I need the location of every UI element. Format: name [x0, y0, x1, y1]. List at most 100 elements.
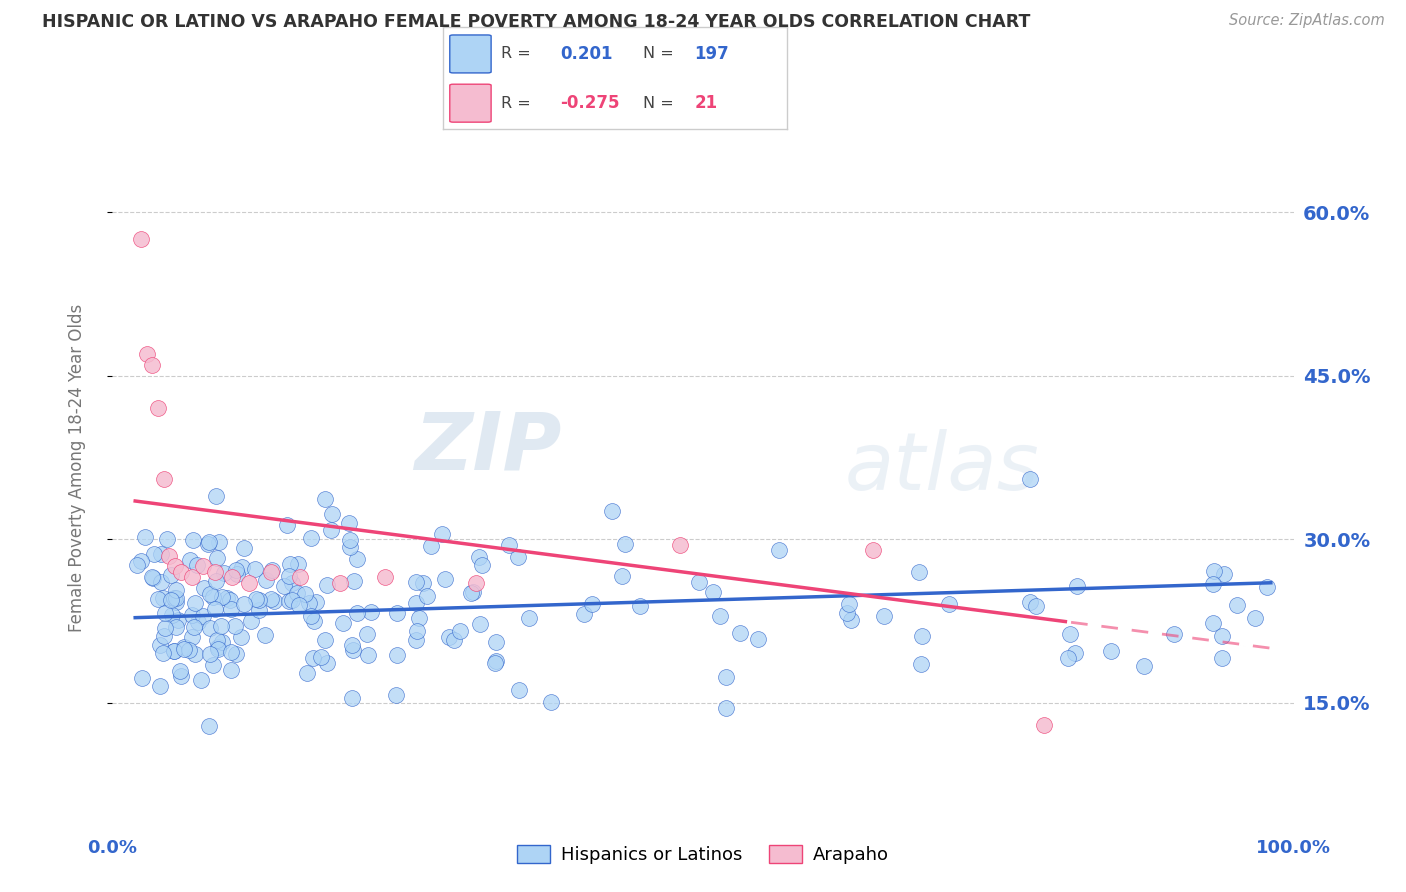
Point: [193, 581, 215, 595]
Point: [201, 657, 224, 672]
Point: [343, 574, 366, 588]
Point: [288, 570, 311, 584]
Text: Source: ZipAtlas.com: Source: ZipAtlas.com: [1229, 13, 1385, 29]
Point: [263, 594, 285, 608]
Point: [1163, 626, 1185, 640]
Point: [835, 606, 858, 620]
Point: [179, 553, 201, 567]
Y-axis label: Female Poverty Among 18-24 Year Olds: Female Poverty Among 18-24 Year Olds: [67, 304, 86, 632]
Point: [907, 565, 929, 579]
Point: [159, 593, 181, 607]
Point: [187, 615, 209, 629]
Point: [135, 347, 157, 361]
Point: [197, 537, 219, 551]
Point: [131, 554, 153, 568]
Point: [254, 573, 277, 587]
Point: [177, 643, 200, 657]
Point: [207, 640, 229, 654]
Point: [225, 563, 247, 577]
Point: [433, 573, 456, 587]
Point: [198, 587, 221, 601]
Text: R =: R =: [502, 95, 531, 111]
Point: [163, 644, 186, 658]
Point: [285, 586, 308, 600]
Point: [231, 630, 253, 644]
Point: [277, 569, 299, 583]
Point: [329, 575, 352, 590]
Point: [1032, 717, 1054, 731]
Point: [299, 609, 322, 624]
Point: [215, 591, 238, 605]
Point: [142, 571, 165, 585]
Text: N =: N =: [643, 46, 673, 62]
Point: [346, 606, 368, 620]
Point: [862, 543, 884, 558]
Point: [342, 690, 364, 705]
Point: [1019, 594, 1042, 608]
Point: [287, 598, 309, 612]
Point: [134, 530, 156, 544]
Point: [152, 472, 174, 486]
Point: [387, 606, 409, 620]
Point: [506, 549, 529, 564]
Point: [406, 624, 429, 638]
Point: [219, 601, 242, 615]
Point: [273, 579, 295, 593]
Point: [498, 538, 520, 552]
Point: [339, 533, 361, 547]
Point: [1211, 651, 1233, 665]
Point: [204, 565, 226, 579]
Point: [574, 607, 596, 622]
Point: [1064, 646, 1087, 660]
Point: [1025, 599, 1047, 613]
Point: [278, 594, 301, 608]
Point: [198, 647, 221, 661]
Point: [201, 591, 224, 605]
Point: [150, 547, 173, 561]
Point: [253, 628, 276, 642]
Point: [129, 232, 152, 246]
Point: [212, 566, 235, 580]
Point: [1202, 616, 1225, 631]
Point: [669, 538, 692, 552]
Point: [204, 489, 226, 503]
Point: [280, 592, 302, 607]
Point: [209, 619, 232, 633]
Point: [714, 701, 737, 715]
Point: [1066, 579, 1088, 593]
Point: [163, 643, 186, 657]
Point: [219, 593, 242, 607]
Point: [339, 540, 361, 554]
Text: atlas: atlas: [845, 429, 1039, 508]
Point: [337, 516, 360, 530]
Point: [730, 625, 752, 640]
FancyBboxPatch shape: [450, 84, 491, 122]
Point: [299, 531, 322, 545]
Point: [186, 558, 208, 573]
Point: [278, 557, 301, 571]
Point: [281, 576, 304, 591]
Point: [612, 569, 634, 583]
Point: [150, 575, 173, 590]
Point: [298, 596, 321, 610]
Legend: Hispanics or Latinos, Arapaho: Hispanics or Latinos, Arapaho: [510, 838, 896, 871]
Point: [205, 574, 228, 588]
Point: [294, 587, 316, 601]
Point: [1019, 472, 1042, 486]
Point: [443, 632, 465, 647]
Point: [873, 608, 896, 623]
Point: [190, 673, 212, 687]
Point: [747, 632, 769, 646]
Point: [260, 565, 283, 579]
Point: [193, 608, 215, 623]
Point: [1213, 566, 1236, 581]
Point: [463, 584, 485, 599]
Point: [193, 559, 215, 574]
Point: [243, 562, 266, 576]
Point: [157, 549, 180, 563]
Point: [1243, 611, 1265, 625]
Point: [152, 591, 174, 605]
Point: [205, 550, 228, 565]
Point: [316, 657, 339, 671]
Point: [159, 568, 181, 582]
